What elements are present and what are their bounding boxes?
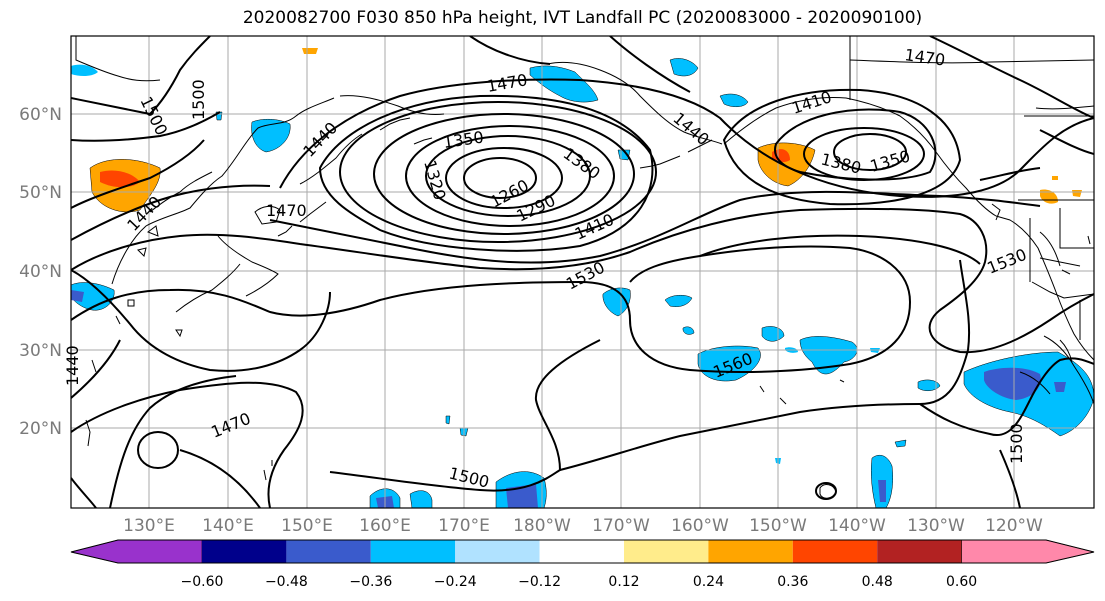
colorbar-tick: 0.24 — [693, 574, 724, 590]
map-frame — [70, 35, 1095, 509]
colorbar: −0.60 −0.48 −0.36 −0.24 −0.12 0.12 0.24 … — [70, 539, 1095, 590]
colorbar-swatch-1 — [202, 540, 287, 563]
lon-label: 160°E — [359, 516, 411, 536]
colorbar-swatch-5 — [539, 540, 624, 563]
ivt-shading — [71, 48, 1094, 508]
latitude-labels: 60°N 50°N 40°N 30°N 20°N — [19, 105, 62, 439]
lon-label: 150°W — [749, 516, 807, 536]
lon-label: 120°W — [985, 516, 1043, 536]
lon-label: 140°W — [828, 516, 886, 536]
lat-label: 40°N — [19, 262, 62, 282]
colorbar-tick: −0.60 — [181, 574, 224, 590]
colorbar-tick: −0.48 — [265, 574, 308, 590]
contour-label: 1440 — [63, 345, 82, 386]
colorbar-swatch-6 — [624, 540, 709, 563]
colorbar-tick: 0.48 — [862, 574, 893, 590]
longitude-labels: 130°E 140°E 150°E 160°E 170°E 180°W 170°… — [123, 516, 1043, 536]
lon-label: 150°E — [281, 516, 333, 536]
lat-label: 50°N — [19, 183, 62, 203]
lat-label: 20°N — [19, 419, 62, 439]
contour-label: 1500 — [1007, 423, 1026, 464]
map-title: 2020082700 F030 850 hPa height, IVT Land… — [242, 8, 923, 28]
lon-label: 140°E — [202, 516, 254, 536]
colorbar-tick: 0.36 — [777, 574, 808, 590]
lon-label: 130°W — [907, 516, 965, 536]
colorbar-swatch-9 — [877, 540, 962, 563]
colorbar-swatch-7 — [708, 540, 793, 563]
lon-label: 170°W — [592, 516, 650, 536]
lat-label: 60°N — [19, 105, 62, 125]
colorbar-tick: 0.12 — [608, 574, 639, 590]
colorbar-swatch-10 — [961, 539, 1095, 564]
lon-label: 180°W — [513, 516, 571, 536]
lon-label: 170°E — [438, 516, 490, 536]
coastlines — [75, 36, 1094, 405]
contour-label: 1470 — [266, 201, 307, 220]
colorbar-tick: −0.12 — [518, 574, 561, 590]
colorbar-outline — [70, 539, 1095, 564]
colorbar-tick: −0.36 — [349, 574, 392, 590]
colorbar-tick: 0.60 — [946, 574, 977, 590]
colorbar-swatch-4 — [455, 540, 540, 563]
colorbar-tick: −0.24 — [434, 574, 477, 590]
lon-label: 130°E — [123, 516, 175, 536]
colorbar-swatch-8 — [792, 540, 878, 563]
map-background — [71, 36, 1094, 508]
contour-label: 1500 — [189, 79, 208, 120]
height-contours — [71, 36, 1094, 508]
colorbar-swatch-3 — [370, 540, 456, 563]
lat-label: 30°N — [19, 341, 62, 361]
lon-label: 160°W — [671, 516, 729, 536]
colorbar-swatch-0 — [70, 539, 203, 564]
colorbar-swatch-2 — [286, 540, 371, 563]
